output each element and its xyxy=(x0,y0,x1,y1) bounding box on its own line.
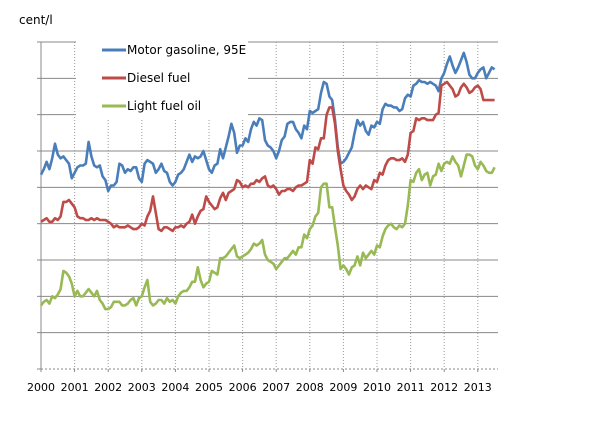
x-tick-label: 2013 xyxy=(464,381,492,394)
x-tick-label: 2008 xyxy=(296,381,324,394)
legend-label: Diesel fuel xyxy=(127,71,190,85)
legend-label: Motor gasoline, 95E xyxy=(127,43,246,57)
x-tick-label: 2005 xyxy=(195,381,223,394)
x-tick-label: 2012 xyxy=(430,381,458,394)
series-line-motor-gasoline-95e xyxy=(39,51,496,193)
x-tick-label: 2002 xyxy=(94,381,122,394)
x-tick-label: 2009 xyxy=(329,381,357,394)
x-tick-label: 2000 xyxy=(27,381,55,394)
x-tick-label: 2010 xyxy=(363,381,391,394)
series-lines xyxy=(39,51,496,311)
y-axis-label: cent/l xyxy=(19,13,53,27)
x-tick-label: 2011 xyxy=(397,381,425,394)
x-tick-label: 2001 xyxy=(61,381,89,394)
legend-background xyxy=(76,34,248,118)
series-line-diesel-fuel xyxy=(40,80,495,233)
legend: Motor gasoline, 95E Diesel fuel Light fuel… xyxy=(102,43,246,113)
x-tick-label: 2006 xyxy=(229,381,257,394)
y-axis xyxy=(37,41,42,370)
x-tick-label: 2007 xyxy=(262,381,290,394)
x-tick-label: 2004 xyxy=(161,381,189,394)
series-line-light-fuel-oil xyxy=(39,153,496,311)
legend-label: Light fuel oil xyxy=(127,99,201,113)
x-tick-label: 2003 xyxy=(128,381,156,394)
x-axis: 2000 2001 2002 2003 2004 2005 2006 2007 2008 2009… xyxy=(27,369,492,394)
